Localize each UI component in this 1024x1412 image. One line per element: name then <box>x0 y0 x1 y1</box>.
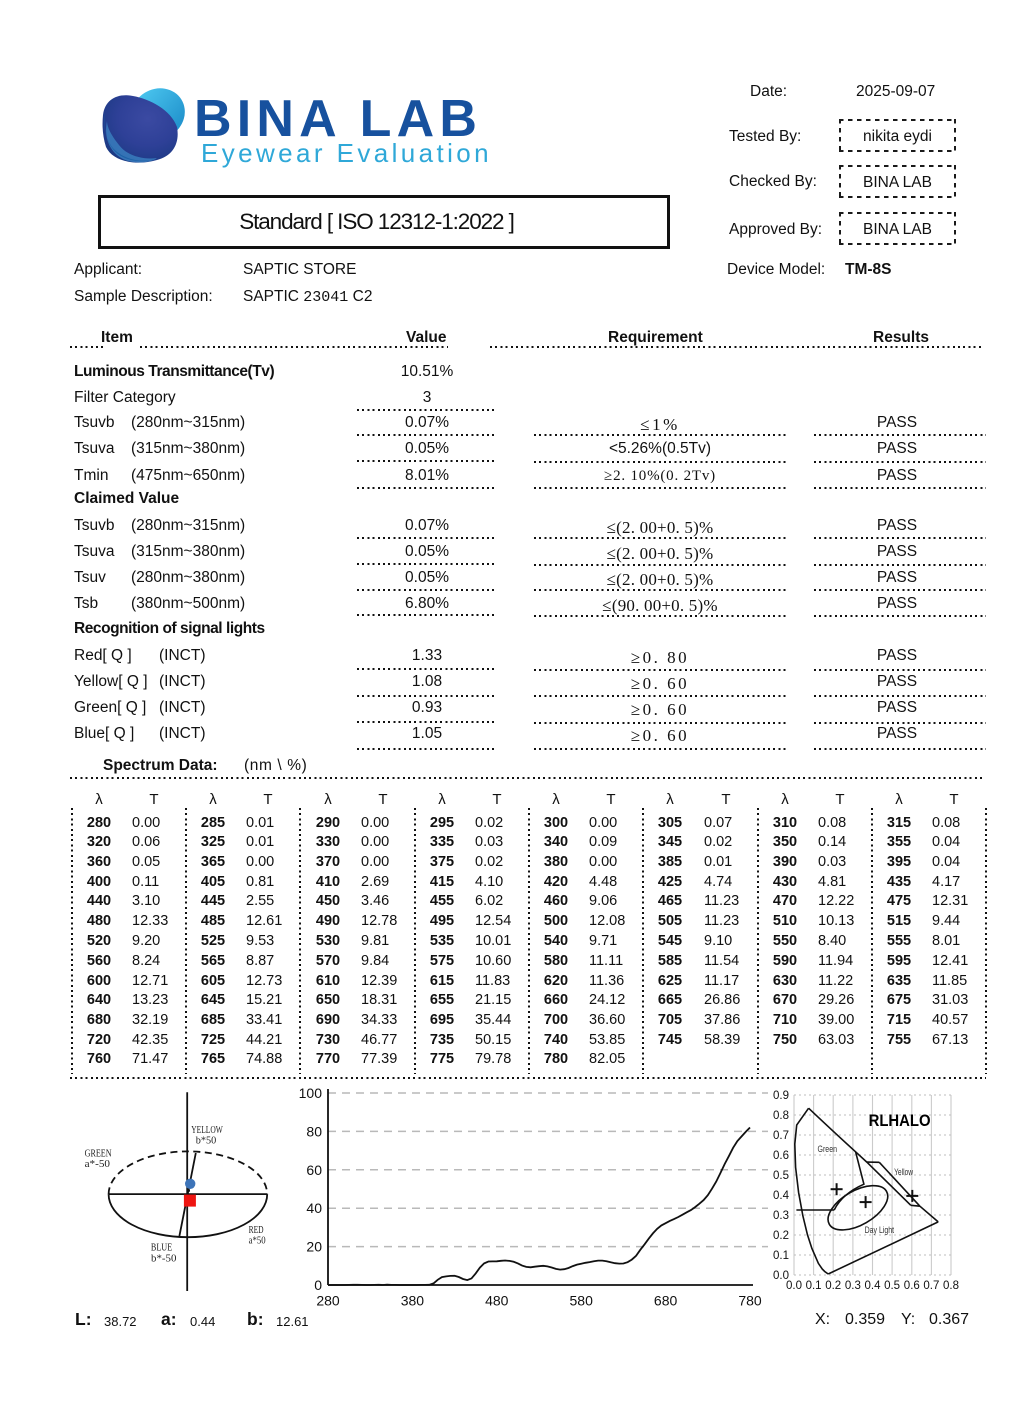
svg-text:380: 380 <box>401 1293 425 1309</box>
svg-text:0.0: 0.0 <box>786 1280 802 1292</box>
svg-text:40: 40 <box>306 1200 322 1216</box>
svg-text:60: 60 <box>306 1162 322 1178</box>
svg-text:0.4: 0.4 <box>773 1190 790 1202</box>
svg-text:0.2: 0.2 <box>825 1280 841 1292</box>
svg-text:a*50: a*50 <box>249 1235 266 1247</box>
svg-text:RLHALO: RLHALO <box>869 1112 931 1130</box>
svg-text:Yellow: Yellow <box>894 1167 913 1177</box>
svg-text:0: 0 <box>314 1277 322 1293</box>
svg-text:0.7: 0.7 <box>773 1130 789 1142</box>
svg-text:RED: RED <box>249 1224 264 1236</box>
svg-text:b*50: b*50 <box>196 1135 217 1147</box>
svg-text:20: 20 <box>306 1239 322 1255</box>
svg-text:0.6: 0.6 <box>773 1150 789 1162</box>
svg-text:0.4: 0.4 <box>865 1280 882 1292</box>
svg-text:BLUE: BLUE <box>151 1242 172 1254</box>
svg-text:0.3: 0.3 <box>773 1210 789 1222</box>
svg-text:0.2: 0.2 <box>773 1230 789 1242</box>
svg-text:YELLOW: YELLOW <box>191 1124 223 1136</box>
svg-text:Day Light: Day Light <box>865 1225 895 1235</box>
svg-text:Green: Green <box>818 1144 838 1154</box>
svg-text:0.1: 0.1 <box>806 1280 822 1292</box>
svg-text:0.7: 0.7 <box>923 1280 939 1292</box>
svg-text:0.9: 0.9 <box>773 1090 789 1102</box>
svg-text:b*-50: b*-50 <box>151 1253 177 1265</box>
svg-text:0.1: 0.1 <box>773 1250 789 1262</box>
svg-text:0.5: 0.5 <box>773 1170 789 1182</box>
svg-text:100: 100 <box>299 1085 323 1101</box>
svg-text:0.0: 0.0 <box>773 1270 789 1282</box>
svg-text:680: 680 <box>654 1293 678 1309</box>
svg-text:0.8: 0.8 <box>943 1280 959 1292</box>
svg-text:480: 480 <box>485 1293 509 1309</box>
svg-text:GREEN: GREEN <box>85 1147 112 1159</box>
svg-text:280: 280 <box>316 1293 340 1309</box>
svg-text:0.6: 0.6 <box>904 1280 920 1292</box>
svg-text:a*-50: a*-50 <box>85 1158 111 1170</box>
svg-text:780: 780 <box>738 1293 762 1309</box>
svg-text:580: 580 <box>570 1293 594 1309</box>
svg-text:0.8: 0.8 <box>773 1110 789 1122</box>
svg-text:80: 80 <box>306 1123 322 1139</box>
svg-text:0.5: 0.5 <box>884 1280 900 1292</box>
svg-text:0.3: 0.3 <box>845 1280 861 1292</box>
